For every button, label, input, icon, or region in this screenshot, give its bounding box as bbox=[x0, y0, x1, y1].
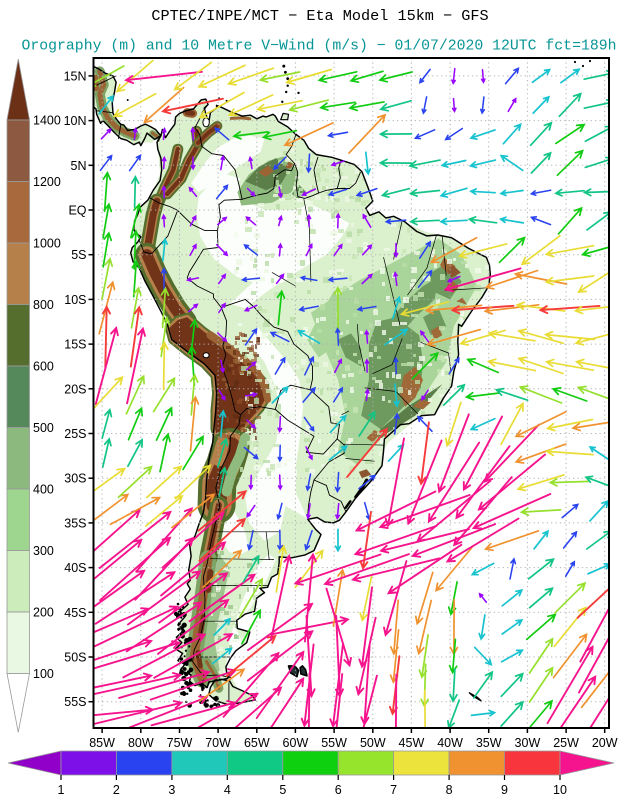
svg-text:30W: 30W bbox=[515, 736, 541, 750]
svg-text:10N: 10N bbox=[64, 114, 87, 128]
svg-text:10: 10 bbox=[553, 783, 567, 797]
svg-text:400: 400 bbox=[33, 482, 54, 496]
svg-text:80W: 80W bbox=[128, 736, 154, 750]
svg-text:45S: 45S bbox=[64, 606, 86, 620]
svg-text:25S: 25S bbox=[64, 427, 86, 441]
svg-text:20W: 20W bbox=[592, 736, 618, 750]
svg-text:EQ: EQ bbox=[68, 204, 86, 218]
svg-text:30S: 30S bbox=[64, 472, 86, 486]
svg-text:1: 1 bbox=[58, 783, 65, 797]
svg-text:40W: 40W bbox=[437, 736, 463, 750]
svg-text:CPTEC/INPE/MCT − Eta Model 15: CPTEC/INPE/MCT − Eta Model 15km − GFS bbox=[151, 7, 488, 25]
svg-text:55W: 55W bbox=[321, 736, 347, 750]
svg-text:3: 3 bbox=[168, 783, 175, 797]
svg-text:55S: 55S bbox=[64, 695, 86, 709]
svg-text:60W: 60W bbox=[283, 736, 309, 750]
svg-text:50S: 50S bbox=[64, 651, 86, 665]
svg-text:75W: 75W bbox=[167, 736, 193, 750]
svg-text:5S: 5S bbox=[71, 248, 86, 262]
svg-text:40S: 40S bbox=[64, 561, 86, 575]
svg-text:500: 500 bbox=[33, 421, 54, 435]
svg-text:15S: 15S bbox=[64, 338, 86, 352]
svg-text:85W: 85W bbox=[89, 736, 115, 750]
svg-text:2: 2 bbox=[113, 783, 120, 797]
svg-text:5N: 5N bbox=[71, 159, 87, 173]
svg-text:15N: 15N bbox=[64, 69, 87, 83]
svg-text:35W: 35W bbox=[476, 736, 502, 750]
svg-text:1000: 1000 bbox=[33, 236, 61, 250]
svg-text:20S: 20S bbox=[64, 382, 86, 396]
svg-text:50W: 50W bbox=[360, 736, 386, 750]
svg-text:300: 300 bbox=[33, 544, 54, 558]
svg-text:1200: 1200 bbox=[33, 175, 61, 189]
svg-text:800: 800 bbox=[33, 298, 54, 312]
svg-text:1400: 1400 bbox=[33, 113, 61, 127]
svg-text:600: 600 bbox=[33, 359, 54, 373]
svg-text:10S: 10S bbox=[64, 293, 86, 307]
svg-text:35S: 35S bbox=[64, 516, 86, 530]
svg-text:9: 9 bbox=[501, 783, 508, 797]
svg-text:7: 7 bbox=[390, 783, 397, 797]
svg-text:70W: 70W bbox=[205, 736, 231, 750]
svg-text:8: 8 bbox=[446, 783, 453, 797]
svg-text:100: 100 bbox=[33, 667, 54, 681]
svg-text:4: 4 bbox=[224, 783, 231, 797]
svg-text:5: 5 bbox=[279, 783, 286, 797]
svg-text:25W: 25W bbox=[553, 736, 579, 750]
svg-text:200: 200 bbox=[33, 605, 54, 619]
svg-text:6: 6 bbox=[335, 783, 342, 797]
svg-text:65W: 65W bbox=[244, 736, 270, 750]
svg-text:45W: 45W bbox=[399, 736, 425, 750]
svg-text:Orography (m) and 10 Metre V−W: Orography (m) and 10 Metre V−Wind (m/s) … bbox=[22, 39, 617, 55]
